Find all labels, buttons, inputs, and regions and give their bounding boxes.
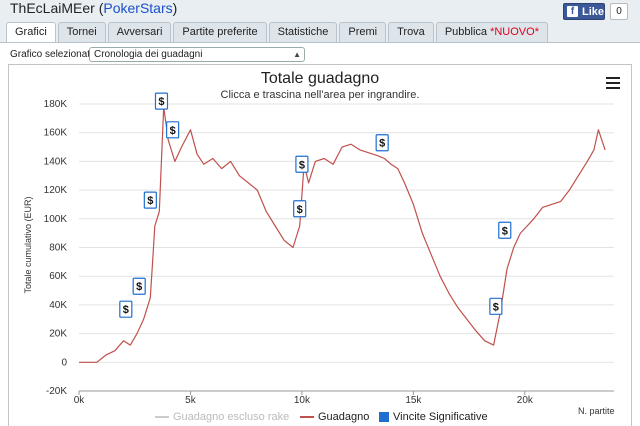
tab-label: Grafici [15, 26, 47, 38]
significant-win-marker[interactable]: $ [375, 134, 389, 152]
marker-box [489, 297, 503, 315]
tab-grafici[interactable]: Grafici [6, 22, 56, 43]
chart-selector-label: Grafico selezionato [10, 49, 96, 60]
marker-box [375, 134, 389, 152]
legend-item-guadagno[interactable]: Guadagno [300, 411, 369, 423]
tab-pubblica[interactable]: Pubblica *NUOVO* [435, 22, 548, 42]
legend-label: Guadagno escluso rake [173, 411, 290, 423]
top-bar: ThEcLaiMEer (PokerStars) f Like 0 Grafic… [0, 0, 640, 43]
player-title: ThEcLaiMEer (PokerStars) [10, 0, 178, 16]
marker-label: $ [158, 96, 164, 108]
y-tick-label: 120K [44, 185, 68, 196]
x-tick-label: 0k [74, 395, 86, 406]
tab-divider [0, 42, 640, 43]
significant-win-marker[interactable]: $ [119, 300, 133, 318]
significant-win-marker[interactable]: $ [143, 191, 157, 209]
chart-select[interactable]: Cronologia dei guadagni ▲ [89, 47, 305, 62]
tab-label: Trova [397, 26, 425, 38]
chart-subtitle: Clicca e trascina nell'area per ingrandi… [220, 89, 420, 101]
marker-label: $ [147, 195, 153, 207]
chart-select-value: Cronologia dei guadagni [94, 49, 203, 60]
marker-box [166, 121, 180, 139]
chart-legend: Guadagno escluso rake Guadagno Vincite S… [0, 411, 640, 425]
significant-win-marker[interactable]: $ [489, 297, 503, 315]
legend-line-swatch [300, 416, 314, 418]
y-tick-label: 20K [49, 329, 67, 340]
significant-win-marker[interactable]: $ [132, 277, 146, 295]
tab-premi[interactable]: Premi [339, 22, 387, 42]
legend-item-excluding-rake[interactable]: Guadagno escluso rake [155, 411, 289, 423]
y-tick-label: 80K [49, 243, 67, 254]
tab-label: Pubblica [444, 26, 488, 38]
y-tick-label: 180K [44, 99, 68, 110]
y-tick-label: 140K [44, 156, 68, 167]
tab-label: Tornei [66, 26, 97, 38]
legend-line-swatch [155, 416, 169, 418]
legend-square-swatch [379, 412, 389, 422]
marker-box [293, 200, 307, 218]
tab-label: Statistiche [277, 26, 329, 38]
marker-box [498, 221, 512, 239]
legend-label: Vincite Significative [393, 411, 488, 423]
marker-label: $ [299, 159, 305, 171]
tab-label: Avversari [116, 26, 163, 38]
y-tick-label: 0 [61, 357, 67, 368]
series-line-guadagno [79, 106, 606, 363]
x-tick-label: 15k [405, 395, 422, 406]
marker-box [143, 191, 157, 209]
new-badge: *NUOVO* [490, 26, 539, 38]
marker-box [119, 300, 133, 318]
tab-partite-preferite[interactable]: Partite preferite [173, 22, 267, 42]
facebook-like-button[interactable]: f Like [563, 3, 605, 20]
y-tick-label: 60K [49, 271, 67, 282]
tab-avversari[interactable]: Avversari [107, 22, 172, 42]
tab-bar: Grafici Tornei Avversari Partite preferi… [6, 22, 548, 43]
marker-label: $ [502, 225, 508, 237]
tab-trova[interactable]: Trova [388, 22, 434, 42]
significant-win-marker[interactable]: $ [295, 155, 309, 173]
marker-box [154, 92, 169, 110]
y-tick-label: 40K [49, 300, 67, 311]
player-name: ThEcLaiMEer [10, 0, 95, 16]
site-link[interactable]: PokerStars [103, 0, 173, 16]
like-count: 0 [610, 3, 628, 20]
significant-win-marker[interactable]: $ [293, 200, 307, 218]
marker-label: $ [297, 204, 303, 216]
tab-statistiche[interactable]: Statistiche [268, 22, 338, 42]
chart-title: Totale guadagno [260, 70, 380, 87]
marker-label: $ [170, 125, 176, 137]
legend-label: Guadagno [318, 411, 370, 423]
tab-label: Partite preferite [182, 26, 258, 38]
facebook-f-icon: f [567, 6, 578, 17]
y-tick-label: 100K [44, 214, 68, 225]
hamburger-menu-icon[interactable] [606, 77, 620, 89]
x-tick-label: 10k [294, 395, 311, 406]
legend-item-significant-wins[interactable]: Vincite Significative [379, 411, 488, 423]
y-tick-label: 160K [44, 128, 68, 139]
x-tick-label: 20k [517, 395, 534, 406]
like-label: Like [581, 5, 604, 18]
significant-win-marker[interactable]: $ [166, 121, 180, 139]
chart-container [8, 64, 632, 426]
chevron-down-icon: ▲ [293, 50, 301, 59]
marker-box [295, 155, 309, 173]
tab-label: Premi [348, 26, 378, 38]
marker-label: $ [136, 281, 142, 293]
x-tick-label: 5k [185, 395, 197, 406]
marker-label: $ [379, 138, 385, 150]
marker-label: $ [493, 301, 499, 313]
marker-label: $ [123, 304, 129, 316]
y-tick-label: -20K [46, 386, 67, 397]
x-axis-title: N. partite [578, 406, 615, 416]
marker-box [132, 277, 146, 295]
significant-win-marker[interactable]: $ [498, 221, 512, 239]
tab-tornei[interactable]: Tornei [57, 22, 106, 42]
significant-win-marker[interactable]: $ [154, 92, 169, 110]
